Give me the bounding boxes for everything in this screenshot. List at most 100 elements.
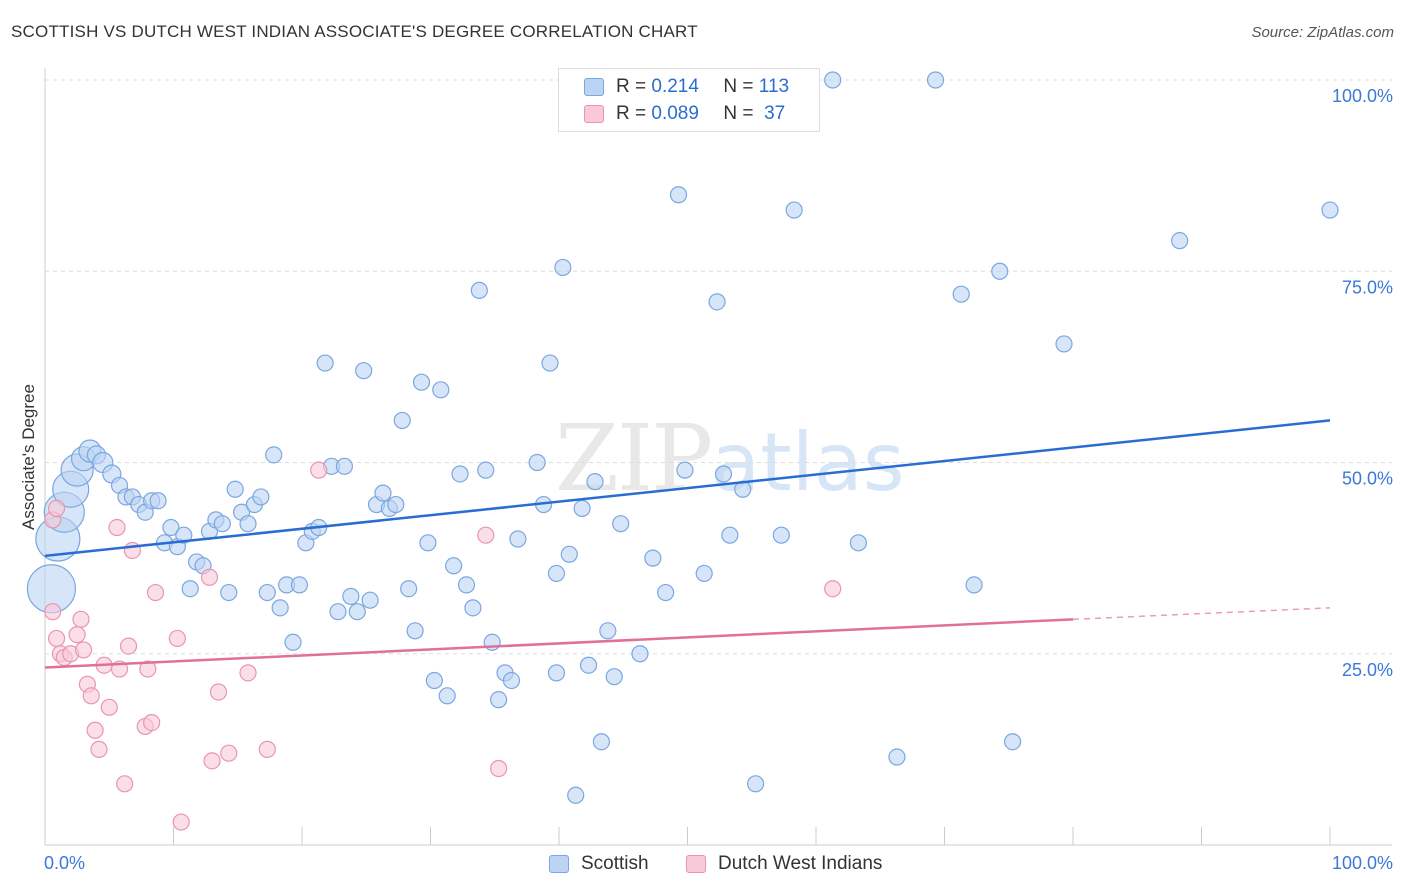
scottish-points <box>26 71 1339 804</box>
scottish-point-96 <box>721 526 739 544</box>
scottish-point-86 <box>605 668 623 686</box>
scottish-point-108 <box>1004 733 1022 751</box>
scottish-point-30 <box>239 515 257 533</box>
scottish-point-72 <box>509 530 527 548</box>
scottish-point-61 <box>438 687 456 705</box>
dutch-west-indians-point-29 <box>220 744 238 762</box>
scottish-point-26 <box>213 515 231 533</box>
scottish-point-95 <box>714 465 733 483</box>
dutch-west-indians-point-2 <box>47 629 66 648</box>
dutch-west-indians-point-23 <box>146 583 165 602</box>
y-tick-label-75: 75.0% <box>1342 277 1393 297</box>
scottish-point-104 <box>926 71 945 89</box>
scottish-point-56 <box>406 622 424 640</box>
tick-label-layer: 25.0% 50.0% 75.0% 100.0% 0.0% 100.0% Associate… <box>19 86 1393 873</box>
y-axis-label: Associate's Degree <box>19 384 38 530</box>
scottish-point-44 <box>329 603 347 621</box>
scottish-point-35 <box>271 599 289 617</box>
dutch-west-indians-point-17 <box>116 775 134 793</box>
scottish-point-81 <box>573 499 591 517</box>
scottish-point-33 <box>258 583 276 602</box>
x-tick-label-min: 0.0% <box>44 853 85 873</box>
scottish-point-59 <box>425 671 443 690</box>
n-label: N = <box>723 103 754 124</box>
dutch-west-indians-point-25 <box>172 813 190 831</box>
scottish-point-57 <box>412 373 431 391</box>
scottish-point-46 <box>342 587 360 605</box>
scottish-point-77 <box>547 564 566 583</box>
scottish-point-47 <box>348 603 366 621</box>
scottish-point-55 <box>400 580 418 598</box>
dutch-west-indians-point-15 <box>108 518 126 537</box>
scottish-point-111 <box>1321 201 1339 219</box>
scottish-point-84 <box>592 733 611 751</box>
dutch-west-indians-point-6 <box>68 626 86 644</box>
dutch-west-indians-point-1 <box>44 603 62 621</box>
scottish-point-107 <box>991 262 1009 280</box>
dutch-west-indians-swatch <box>584 105 604 123</box>
trend-layer <box>44 419 1331 669</box>
scottish-n-value: 113 <box>758 76 790 97</box>
dutch-west-indians-point-36 <box>47 499 66 517</box>
n-label: N = <box>723 76 754 97</box>
dutch-west-indians-trend-line <box>44 618 1074 669</box>
scottish-point-53 <box>387 495 405 514</box>
dutch-r-value: 0.089 <box>651 103 699 124</box>
scottish-point-16 <box>149 492 167 510</box>
y-tick-label-25: 25.0% <box>1342 660 1393 680</box>
chart-title: SCOTTISH VS DUTCH WEST INDIAN ASSOCIATE'… <box>11 22 698 41</box>
dutch-west-indians-point-35 <box>824 580 842 598</box>
correlation-legend: R = 0.214 N = 113 R = 0.089 N = 37 <box>558 68 820 132</box>
scottish-point-92 <box>676 461 694 479</box>
dutch-n-value: 37 <box>764 103 786 124</box>
scottish-point-89 <box>644 549 662 567</box>
scottish-point-54 <box>393 411 411 430</box>
scottish-point-51 <box>374 484 392 502</box>
grid-layer <box>45 79 1392 655</box>
scottish-point-88 <box>631 645 649 663</box>
axis-layer <box>44 68 1392 846</box>
dutch-west-indians-point-28 <box>209 683 228 701</box>
scottish-point-20 <box>175 526 193 544</box>
dutch-west-indians-point-14 <box>100 698 118 716</box>
scottish-point-87 <box>612 515 630 533</box>
dutch-west-indians-point-12 <box>90 740 108 758</box>
scottish-point-85 <box>599 622 617 640</box>
scottish-point-106 <box>965 576 983 594</box>
scottish-point-71 <box>502 671 521 690</box>
scottish-point-66 <box>470 281 488 299</box>
scottish-point-38 <box>290 576 309 594</box>
scottish-point-79 <box>560 545 578 563</box>
legend-row-scottish: R = 0.214 N = 113 <box>584 75 789 99</box>
scottish-swatch <box>549 855 569 873</box>
dutch-west-indians-point-10 <box>82 687 100 705</box>
scottish-point-109 <box>1055 335 1073 353</box>
dutch-west-indians-point-34 <box>490 759 508 778</box>
dutch-west-indians-point-7 <box>72 610 90 628</box>
dutch-west-indians-point-30 <box>239 664 257 682</box>
dutch-west-indians-point-22 <box>143 713 161 732</box>
legend-label-dutch-west-indians: Dutch West Indians <box>718 853 883 874</box>
scottish-point-80 <box>567 786 585 804</box>
scottish-point-94 <box>708 293 726 311</box>
r-label: R = <box>616 76 647 97</box>
scottish-point-110 <box>1171 232 1189 250</box>
dutch-west-indians-trend-extension <box>1072 607 1331 621</box>
scottish-point-28 <box>226 480 244 498</box>
dutch-west-indians-point-8 <box>74 641 93 659</box>
scottish-point-101 <box>824 71 842 89</box>
dutch-west-indians-point-31 <box>258 740 276 758</box>
scottish-point-27 <box>220 583 238 602</box>
y-tick-label-100: 100.0% <box>1332 86 1393 106</box>
scottish-point-49 <box>361 591 379 609</box>
scottish-point-98 <box>747 775 765 793</box>
scottish-swatch <box>584 78 604 96</box>
scottish-point-105 <box>952 285 970 303</box>
scottish-point-102 <box>849 534 868 552</box>
scottish-point-45 <box>335 457 354 475</box>
legend-row-dutch-west-indians: R = 0.089 N = 37 <box>584 102 785 126</box>
scottish-point-48 <box>355 362 373 380</box>
scottish-point-78 <box>554 258 572 277</box>
scottish-point-82 <box>579 656 598 674</box>
scottish-r-value: 0.214 <box>651 76 699 97</box>
